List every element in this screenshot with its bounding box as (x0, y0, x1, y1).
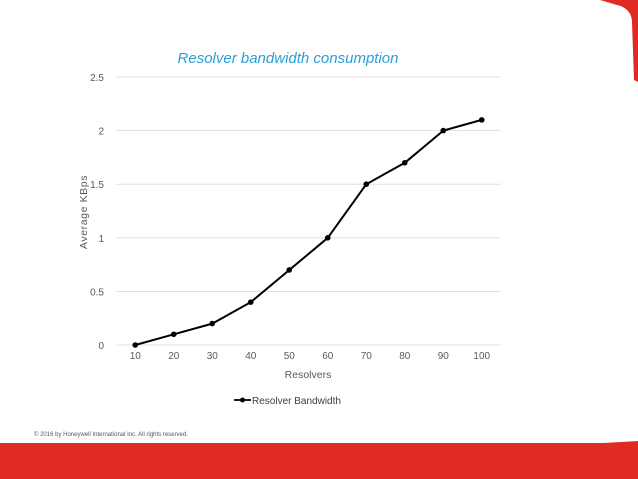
legend-marker-icon (240, 397, 245, 403)
data-point (132, 342, 139, 348)
data-point (170, 331, 177, 338)
copyright-notice: © 2016 by Honeywell International Inc. A… (34, 432, 188, 438)
chart-title: Resolver bandwidth consumption (178, 50, 399, 67)
slide-number-tab (600, 0, 638, 82)
x-tick-label: 80 (399, 351, 411, 362)
y-tick-labels: 0 0.5 1 1.5 2 2.5 (90, 73, 104, 352)
y-axis-label: Average KBps (78, 175, 90, 249)
x-tick-label: 90 (438, 351, 450, 362)
footer-band (0, 443, 606, 479)
x-axis-label: Resolvers (285, 369, 332, 381)
x-tick-label: 10 (130, 351, 142, 362)
x-tick-label: 70 (361, 351, 373, 362)
x-tick-labels: 10 20 30 40 50 60 70 80 90 100 (130, 351, 491, 362)
series-line (135, 118, 483, 346)
series-layer (132, 117, 485, 348)
data-point (209, 320, 216, 327)
y-tick-label: 1.5 (90, 180, 104, 191)
legend-label: Resolver Bandwidth (252, 396, 341, 407)
y-tick-label: 1 (98, 234, 104, 245)
x-tick-label: 50 (284, 351, 296, 362)
data-point (363, 181, 370, 187)
x-tick-label: 100 (473, 351, 490, 362)
data-point (440, 127, 447, 134)
y-tick-label: 2 (98, 127, 104, 138)
y-tick-label: 2.5 (90, 73, 104, 84)
x-tick-label: 30 (207, 351, 219, 362)
data-point (478, 117, 485, 123)
legend: Resolver Bandwidth (234, 396, 341, 407)
gridlines (116, 76, 501, 346)
x-tick-label: 20 (168, 351, 180, 362)
data-point (401, 159, 408, 166)
data-point (286, 267, 293, 273)
data-point (247, 299, 254, 305)
y-tick-label: 0.5 (90, 287, 104, 298)
slide-number: 19 (613, 9, 624, 19)
data-point (324, 235, 331, 241)
y-tick-label: 0 (98, 341, 104, 352)
footer-band-corner (604, 441, 638, 479)
x-tick-label: 60 (322, 351, 334, 362)
x-tick-label: 40 (245, 351, 257, 362)
